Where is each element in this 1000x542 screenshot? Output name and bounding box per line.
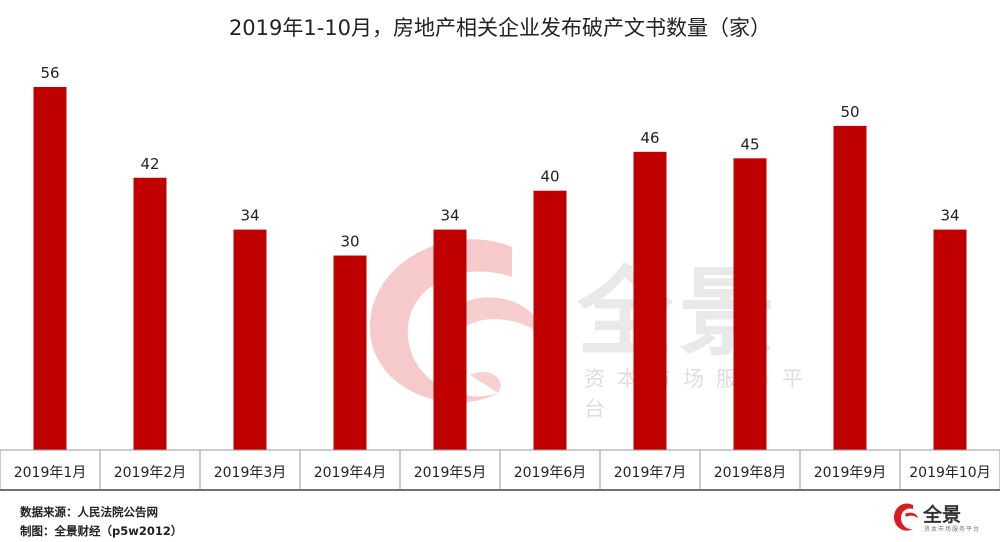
x-tick-label-2: 2019年2月 bbox=[114, 465, 187, 481]
x-tick-label-5: 2019年5月 bbox=[414, 465, 487, 481]
data-label-10: 34 bbox=[940, 207, 959, 225]
bar-8 bbox=[733, 158, 767, 450]
brand-logo: 全景 资本市场服务平台 bbox=[893, 500, 985, 536]
x-tick-label-1: 2019年1月 bbox=[14, 465, 87, 481]
brand-logo-icon bbox=[894, 503, 918, 531]
brand-logo-tagline: 资本市场服务平台 bbox=[924, 526, 981, 533]
x-tick-label-3: 2019年3月 bbox=[214, 465, 287, 481]
bar-5 bbox=[433, 229, 467, 450]
x-tick-label-4: 2019年4月 bbox=[314, 465, 387, 481]
chart-title: 2019年1-10月，房地产相关企业发布破产文书数量（家） bbox=[228, 16, 772, 40]
data-label-9: 50 bbox=[840, 103, 859, 121]
x-tick-label-10: 2019年10月 bbox=[909, 465, 990, 481]
bar-2 bbox=[133, 177, 167, 450]
chart-plot: 56 2019年1月 42 2019年2月 34 2019年3月 30 2019年4月 34 20… bbox=[0, 64, 1000, 491]
bar-7 bbox=[633, 151, 667, 451]
x-tick-label-7: 2019年7月 bbox=[614, 465, 687, 481]
bar-1 bbox=[33, 87, 67, 450]
data-label-7: 46 bbox=[640, 129, 659, 147]
bar-3 bbox=[233, 229, 267, 450]
data-label-4: 30 bbox=[340, 233, 359, 251]
chart-credit: 制图：全景财经（p5w2012） bbox=[20, 524, 183, 538]
data-label-6: 40 bbox=[540, 168, 559, 186]
bar-9 bbox=[833, 125, 867, 451]
data-label-1: 56 bbox=[40, 64, 59, 82]
bar-6 bbox=[533, 190, 567, 450]
x-tick-label-6: 2019年6月 bbox=[514, 465, 587, 481]
bar-10 bbox=[933, 229, 967, 450]
x-tick-label-9: 2019年9月 bbox=[814, 465, 887, 481]
bar-4 bbox=[333, 255, 367, 450]
data-label-8: 45 bbox=[740, 135, 759, 153]
data-label-5: 34 bbox=[440, 207, 459, 225]
data-source-note: 数据来源：人民法院公告网 bbox=[20, 505, 158, 519]
x-tick-label-8: 2019年8月 bbox=[714, 465, 787, 481]
data-label-3: 34 bbox=[240, 207, 259, 225]
data-label-2: 42 bbox=[140, 155, 159, 173]
brand-logo-name: 全景 bbox=[923, 504, 962, 526]
